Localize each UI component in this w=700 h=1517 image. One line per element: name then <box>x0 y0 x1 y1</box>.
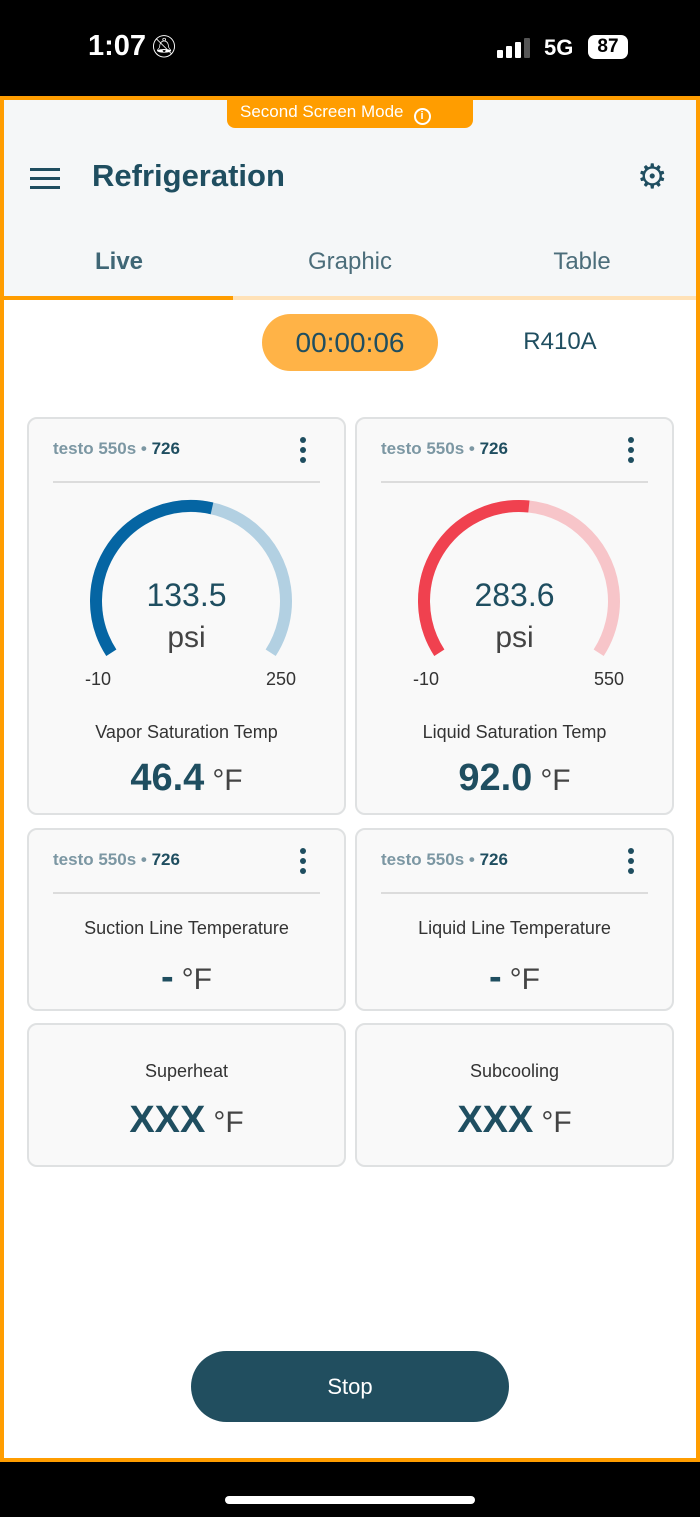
temperature-value: 92.0 °F <box>458 757 571 799</box>
temperature-value: - °F <box>489 956 540 998</box>
status-bar: 1:07 🔕︎ 5G 87 <box>0 0 700 96</box>
bell-slash-icon: 🔕︎ <box>150 34 178 59</box>
device-label: testo 550s • 726 <box>381 439 508 458</box>
temperature-value: XXX °F <box>457 1099 572 1141</box>
page-title: Refrigeration <box>92 158 285 193</box>
suction-line-card: testo 550s • 726 Suction Line Temperatur… <box>27 828 346 1011</box>
gauge-fill <box>418 500 530 657</box>
refrigerant-selector[interactable]: R410A <box>523 328 597 355</box>
device-label: testo 550s • 726 <box>53 439 180 458</box>
pressure-gauge <box>418 500 620 657</box>
measurement-label: Suction Line Temperature <box>84 918 289 938</box>
gauge-fill <box>90 500 214 657</box>
vapor-pressure-card: testo 550s • 726 133.5 psi -10 250 Vapor… <box>27 417 346 815</box>
divider <box>53 481 320 483</box>
clock: 1:07 <box>88 30 147 62</box>
subcooling-card: Subcooling XXX °F <box>355 1023 674 1167</box>
temperature-value: - °F <box>161 956 212 998</box>
more-options-icon[interactable] <box>628 848 634 878</box>
gauge-max: 550 <box>593 669 624 689</box>
divider <box>381 481 648 483</box>
pressure-unit: psi <box>167 621 206 654</box>
app-header <box>4 100 696 298</box>
gauge-min: -10 <box>85 669 112 689</box>
pressure-value: 133.5 <box>146 577 227 613</box>
divider <box>53 892 320 894</box>
timer-badge: 00:00:06 <box>262 314 438 371</box>
temperature-value: 46.4 °F <box>130 757 243 799</box>
superheat-card: Superheat XXX °F <box>27 1023 346 1167</box>
network-type: 5G <box>544 35 574 60</box>
home-indicator[interactable] <box>225 1496 475 1504</box>
measurement-label: Superheat <box>144 1061 229 1081</box>
tab-active-indicator <box>4 296 233 300</box>
temperature-value: XXX °F <box>129 1099 244 1141</box>
more-options-icon[interactable] <box>300 437 306 467</box>
tab-graphic[interactable]: Graphic <box>307 248 393 275</box>
measurement-label: Subcooling <box>469 1061 560 1081</box>
measurement-label: Liquid Line Temperature <box>418 918 611 938</box>
pressure-unit: psi <box>495 621 534 654</box>
info-icon[interactable]: i <box>413 108 431 125</box>
stop-button[interactable]: Stop <box>191 1351 509 1422</box>
hamburger-icon[interactable] <box>30 168 60 195</box>
divider <box>381 892 648 894</box>
liquid-line-card: testo 550s • 726 Liquid Line Temperature… <box>355 828 674 1011</box>
device-label: testo 550s • 726 <box>53 850 180 869</box>
second-screen-mode-badge[interactable]: Second Screen Mode i <box>227 98 473 128</box>
gear-icon[interactable]: ⚙︎ <box>637 158 668 196</box>
battery-icon: 87 <box>588 35 628 59</box>
more-options-icon[interactable] <box>300 848 306 878</box>
tab-table[interactable]: Table <box>553 248 611 275</box>
measurement-label: Liquid Saturation Temp <box>422 722 607 742</box>
signal-icon <box>497 38 530 58</box>
gauge-max: 250 <box>265 669 296 689</box>
liquid-pressure-card: testo 550s • 726 283.6 psi -10 550 Liqui… <box>355 417 674 815</box>
device-label: testo 550s • 726 <box>381 850 508 869</box>
banner-label: Second Screen Mode <box>240 102 404 121</box>
tab-live[interactable]: Live <box>94 248 144 275</box>
gauge-min: -10 <box>413 669 440 689</box>
measurement-label: Vapor Saturation Temp <box>95 722 278 742</box>
pressure-gauge <box>90 500 292 657</box>
more-options-icon[interactable] <box>628 437 634 467</box>
pressure-value: 283.6 <box>474 577 555 613</box>
tab-underline <box>4 296 696 300</box>
